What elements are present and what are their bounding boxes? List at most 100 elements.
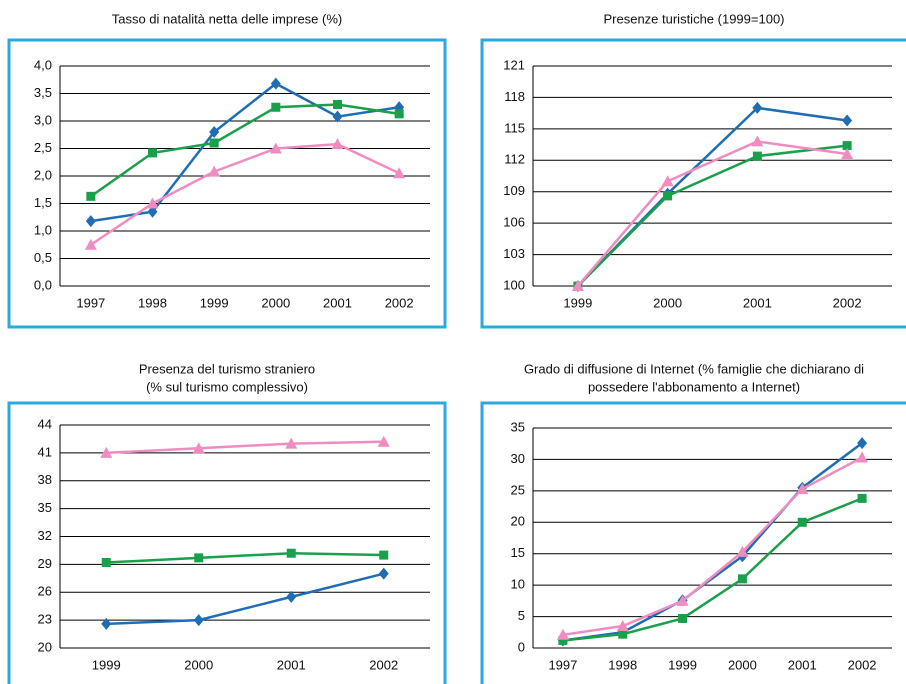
marker xyxy=(377,435,390,447)
chart-frame xyxy=(7,38,447,329)
y-tick-label: 26 xyxy=(38,584,52,599)
marker xyxy=(751,135,764,147)
x-tick-label: 1999 xyxy=(668,657,697,672)
y-tick-label: 103 xyxy=(503,246,525,261)
y-tick-label: 0,0 xyxy=(34,277,52,292)
marker xyxy=(678,613,688,623)
marker xyxy=(285,437,298,449)
series-line xyxy=(106,551,384,564)
y-tick-label: 5 xyxy=(518,608,525,623)
series-line xyxy=(562,442,863,642)
y-tick-label: 3,0 xyxy=(34,112,52,127)
y-tick-label: 0 xyxy=(518,639,525,654)
chart-title: (% sul turismo complessivo) xyxy=(146,379,308,394)
marker xyxy=(663,191,673,201)
marker xyxy=(856,451,869,463)
marker xyxy=(394,109,404,119)
marker xyxy=(558,635,568,645)
series-line xyxy=(106,440,384,455)
series-line xyxy=(90,142,400,246)
y-tick-label: 100 xyxy=(503,277,525,292)
y-tick-label: 112 xyxy=(504,152,525,167)
chart-frame xyxy=(480,38,906,329)
y-tick-label: 35 xyxy=(38,500,52,515)
x-tick-label: 2000 xyxy=(184,657,213,672)
marker xyxy=(101,617,112,630)
marker xyxy=(752,101,763,114)
x-tick-label: 2001 xyxy=(743,295,772,310)
chart-title: Presenze turistiche (1999=100) xyxy=(603,11,784,26)
series-line xyxy=(576,106,848,287)
x-tick-label: 2000 xyxy=(653,295,682,310)
x-tick-label: 1997 xyxy=(76,295,105,310)
y-tick-label: 30 xyxy=(511,451,525,466)
marker xyxy=(270,77,281,90)
y-tick-label: 41 xyxy=(38,444,52,459)
y-tick-label: 23 xyxy=(38,612,52,627)
chart-title: Presenza del turismo straniero xyxy=(139,361,315,376)
x-tick-label: 2001 xyxy=(277,657,306,672)
x-tick-label: 1997 xyxy=(548,657,577,672)
x-tick-label: 2001 xyxy=(788,657,817,672)
series-line xyxy=(106,572,385,626)
chart-title: Tasso di natalità netta delle imprese (%… xyxy=(112,11,343,26)
marker xyxy=(797,517,807,527)
y-tick-label: 106 xyxy=(503,215,525,230)
y-tick-label: 35 xyxy=(511,419,525,434)
chart-title: Grado di diffusione di Internet (% famig… xyxy=(524,361,864,376)
marker xyxy=(271,102,281,112)
y-tick-label: 3,5 xyxy=(34,85,52,100)
series-line xyxy=(562,456,863,637)
chart-frame xyxy=(480,401,906,684)
x-tick-label: 2000 xyxy=(728,657,757,672)
y-tick-label: 1,0 xyxy=(34,222,52,237)
series-line xyxy=(576,144,848,287)
y-tick-label: 121 xyxy=(503,57,525,72)
y-tick-label: 118 xyxy=(504,89,525,104)
marker xyxy=(85,215,96,228)
marker xyxy=(101,558,111,568)
marker xyxy=(86,191,96,201)
y-tick-label: 1,5 xyxy=(34,195,52,210)
x-tick-label: 1999 xyxy=(92,657,121,672)
marker xyxy=(269,142,282,154)
marker xyxy=(841,148,854,159)
y-tick-label: 20 xyxy=(38,639,52,654)
y-tick-label: 25 xyxy=(511,482,525,497)
y-tick-label: 2,0 xyxy=(34,167,52,182)
marker xyxy=(796,482,809,494)
marker xyxy=(752,151,762,161)
marker xyxy=(842,114,853,127)
x-tick-label: 2000 xyxy=(261,295,290,310)
marker xyxy=(857,437,868,450)
y-tick-label: 0,5 xyxy=(34,250,52,265)
x-tick-label: 2002 xyxy=(369,657,398,672)
marker xyxy=(378,567,389,580)
marker xyxy=(393,167,406,179)
marker xyxy=(192,442,205,454)
x-tick-label: 2002 xyxy=(848,657,877,672)
series-line xyxy=(576,140,848,287)
series-line xyxy=(90,82,400,223)
marker xyxy=(208,165,221,177)
marker xyxy=(616,620,629,631)
marker xyxy=(146,197,159,209)
marker xyxy=(209,126,220,138)
y-tick-label: 115 xyxy=(504,120,525,135)
y-tick-label: 44 xyxy=(38,416,52,431)
marker xyxy=(556,628,569,640)
y-tick-label: 10 xyxy=(511,577,525,592)
chart-title: possedere l'abbonamento a Internet) xyxy=(588,379,800,394)
marker xyxy=(100,446,113,458)
marker xyxy=(193,614,204,627)
marker xyxy=(737,574,747,584)
marker xyxy=(618,629,628,639)
marker xyxy=(84,238,97,250)
marker xyxy=(286,548,296,558)
marker xyxy=(286,590,297,603)
x-tick-label: 1999 xyxy=(200,295,229,310)
series-line xyxy=(90,103,400,198)
x-tick-label: 1998 xyxy=(138,295,167,310)
x-tick-label: 2002 xyxy=(385,295,414,310)
marker xyxy=(147,205,158,218)
